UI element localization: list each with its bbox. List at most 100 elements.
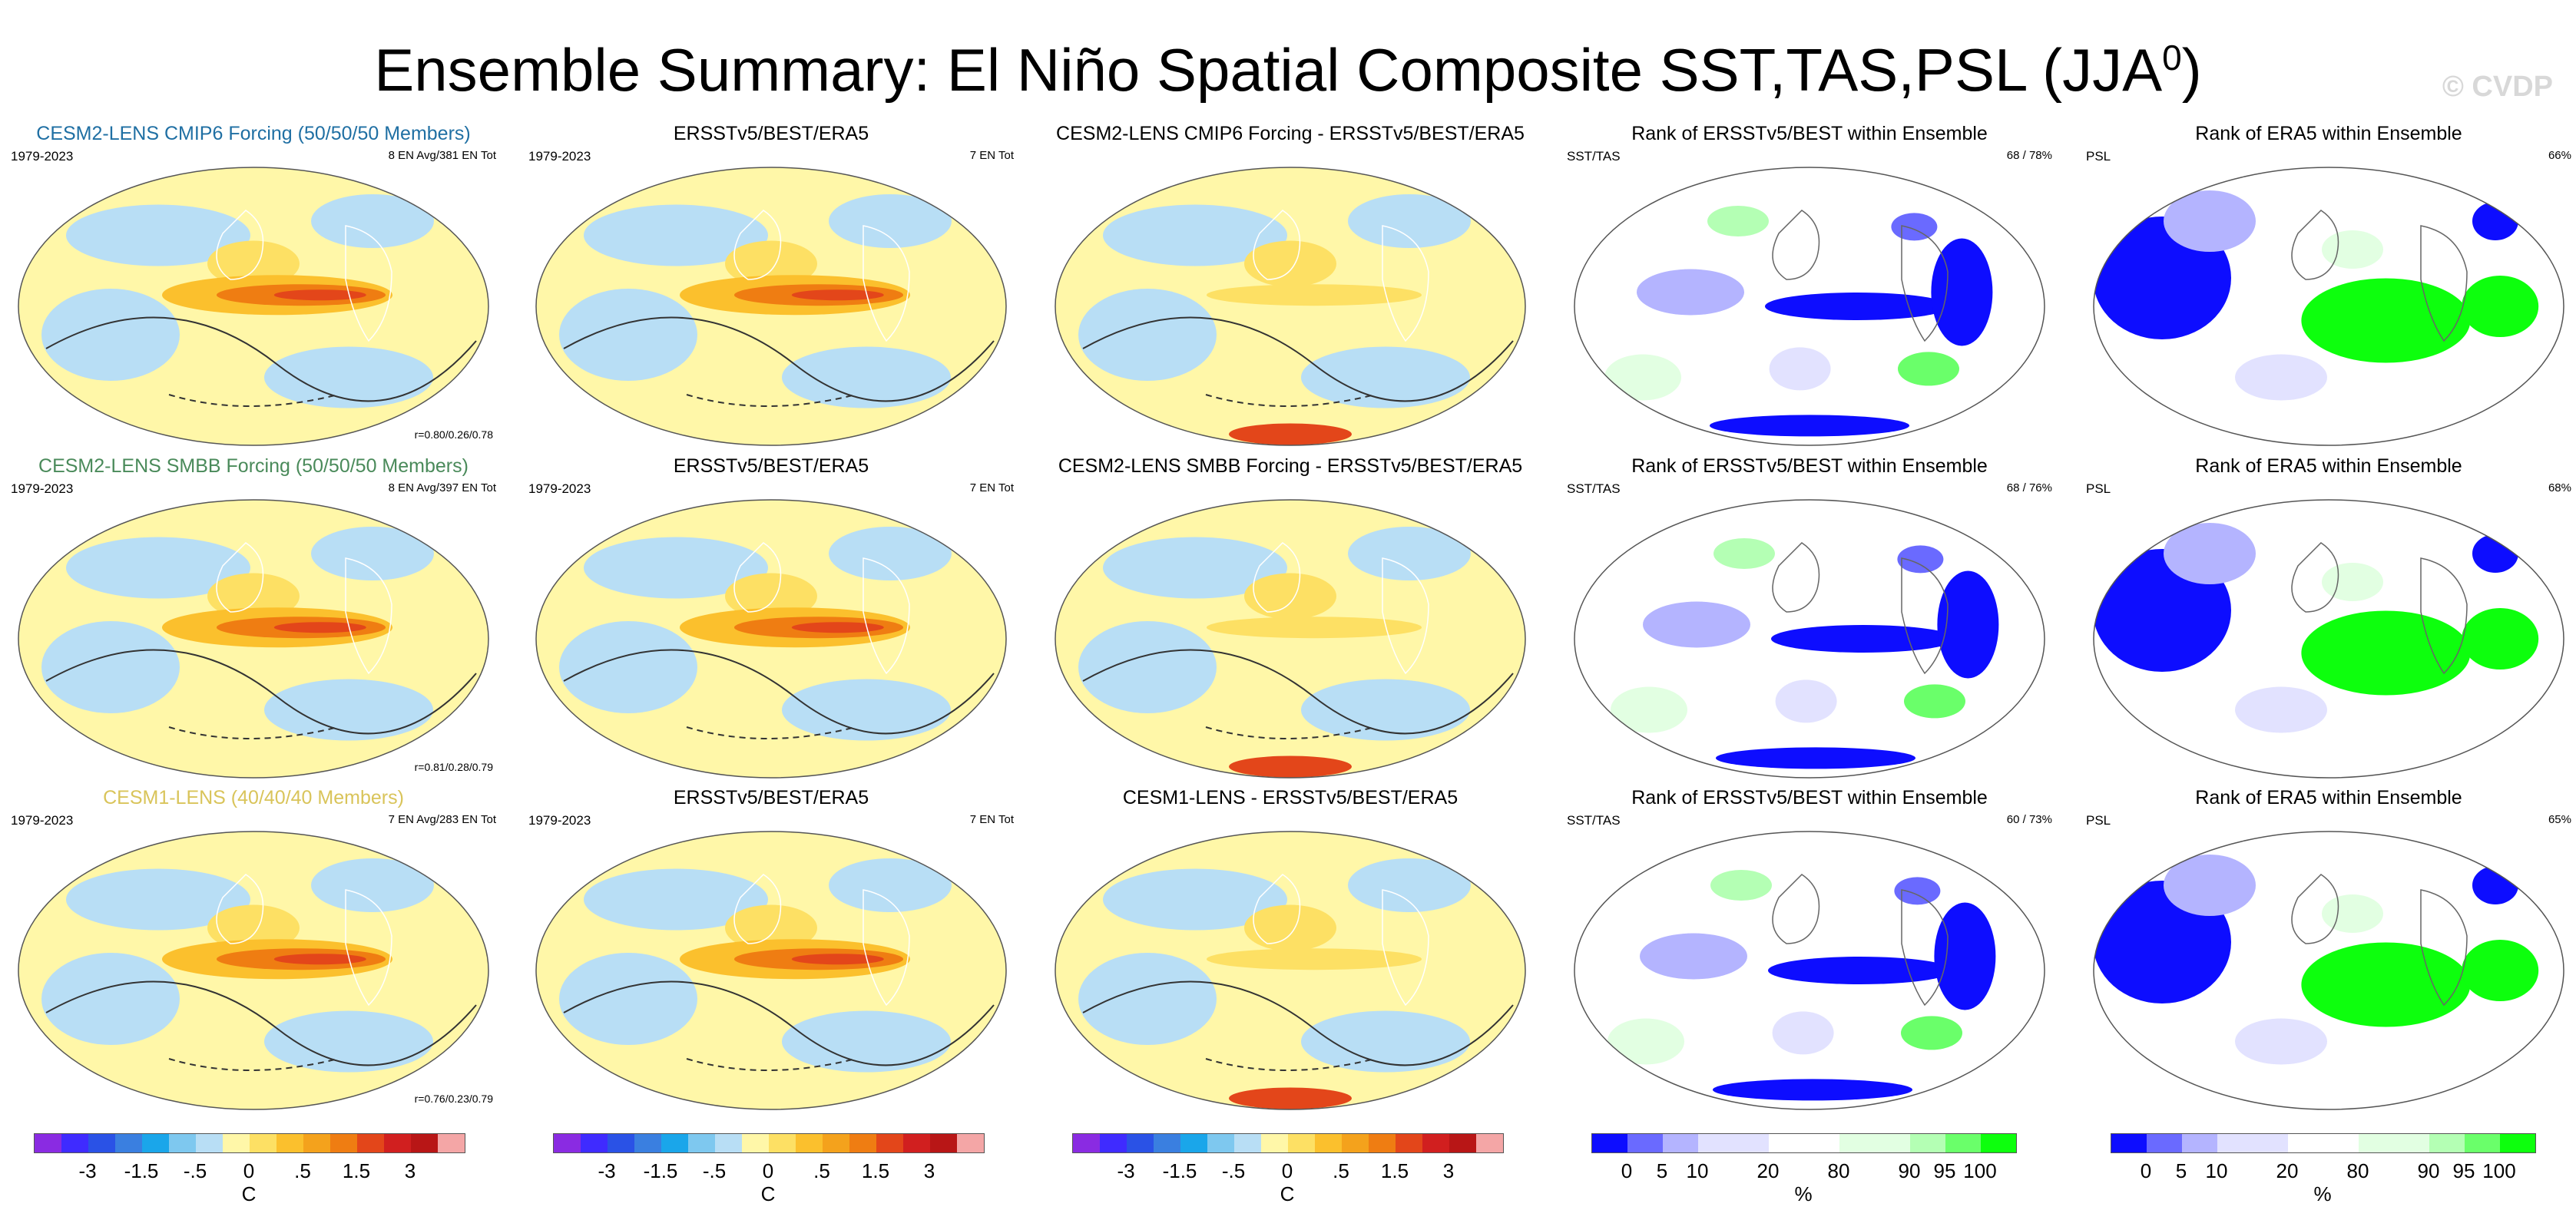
colorbar-tick-label: 10 [1686, 1159, 1709, 1182]
anomaly-region [1301, 679, 1470, 741]
coastline [1772, 874, 1820, 944]
colorbar-swatch [1769, 1134, 1839, 1152]
cvdp-watermark: © CVDP [2442, 71, 2553, 103]
colorbar-swatch [438, 1134, 465, 1152]
rank-region [1769, 347, 1831, 391]
colorbar-swatch [1910, 1134, 1945, 1152]
map-border [1055, 831, 1526, 1110]
enso-tongue-max [273, 289, 366, 301]
map-plot [2093, 499, 2564, 779]
colorbar-tick-label: 5 [2175, 1159, 2187, 1182]
colorbar-swatch [2182, 1134, 2217, 1152]
colorbar-swatch [608, 1134, 634, 1152]
panel-title: CESM2-LENS SMBB Forcing - ERSSTv5/BEST/E… [1058, 455, 1523, 477]
colorbar-swatch [876, 1134, 903, 1152]
colorbar-swatch [554, 1134, 581, 1152]
coastline [2420, 889, 2468, 1007]
rank-region [2322, 230, 2383, 269]
panel-r2-model: CESM2-LENS SMBB Forcing (50/50/50 Member… [8, 455, 499, 787]
map-plot [2093, 831, 2564, 1110]
anomaly-region [559, 621, 697, 713]
anomaly-region [1078, 289, 1217, 381]
coastline [1253, 874, 1301, 944]
rank-percent-label: 66% [2548, 149, 2571, 162]
coastline [863, 889, 910, 1007]
coastline [1901, 225, 1949, 342]
rank-region [2462, 940, 2539, 1001]
colorbar-swatch [2500, 1134, 2535, 1152]
rank-region [1894, 877, 1941, 905]
rank-region [1707, 206, 1769, 236]
coastline [733, 874, 782, 944]
colorbar-swatch [1234, 1134, 1261, 1152]
coastline [1382, 225, 1429, 342]
colorbar-swatch [169, 1134, 196, 1152]
panel-r1-rank1: Rank of ERSSTv5/BEST within Ensemble SST/… [1564, 123, 2055, 455]
rank-region [1934, 902, 1996, 1010]
colorbar-unit: % [1794, 1182, 1813, 1205]
psl-contour [1082, 649, 1514, 735]
diff-band [1207, 948, 1422, 970]
colorbar-tick-label: 1.5 [1380, 1159, 1409, 1182]
colorbar-tick-label: -.5 [183, 1159, 207, 1182]
colorbar-swatch [88, 1134, 115, 1152]
colorbar-unit: % [2313, 1182, 2332, 1205]
colorbar-tick-label: -3 [1117, 1159, 1135, 1182]
anomaly-region [1301, 346, 1470, 408]
colorbar-swatch [715, 1134, 742, 1152]
anomaly-region [782, 346, 951, 408]
rank-region [1611, 686, 1687, 733]
colorbar-tick-label: .5 [813, 1159, 830, 1182]
rank-region [1937, 570, 1999, 679]
rank-percent-label: 68 / 78% [2006, 149, 2052, 162]
map-plot [1055, 831, 1526, 1110]
period-label: 1979-2023 [528, 481, 591, 496]
map-plot [1055, 167, 1526, 446]
map-border [18, 499, 489, 779]
rank-region [2235, 686, 2327, 733]
colorbar: 0 5 10 20 80 90 95 100% [2111, 1133, 2576, 1210]
colorbar-tick-label: 1.5 [342, 1159, 371, 1182]
colorbar-tick-label: 0 [1621, 1159, 1633, 1182]
rank-region [1891, 213, 1938, 241]
anomaly-region [1244, 573, 1336, 620]
colorbar-swatch [115, 1134, 142, 1152]
anomaly-region [311, 194, 434, 248]
colorbar-tick-label: 100 [1963, 1159, 1997, 1182]
coastline [2291, 542, 2339, 613]
panel-title: ERSSTv5/BEST/ERA5 [673, 123, 869, 144]
period-label: 1979-2023 [528, 149, 591, 164]
psl-contour [1082, 316, 1514, 402]
rank-region [2472, 202, 2518, 240]
rank-region [2462, 276, 2539, 337]
panel-r3-rank2: Rank of ERA5 within Ensemble PSL 65% [2083, 787, 2574, 1119]
colorbar-swatch [250, 1134, 276, 1152]
map-plot [535, 167, 1007, 446]
coastline [1253, 542, 1301, 613]
enso-tongue-max [791, 954, 884, 965]
rank-region [2472, 866, 2518, 904]
enso-tongue-max [273, 954, 366, 965]
rank-region [1897, 545, 1944, 574]
colorbar-swatch [142, 1134, 169, 1152]
rank-region [2322, 894, 2383, 933]
map-border [1574, 167, 2045, 446]
colorbar-swatch [2288, 1134, 2359, 1152]
colorbar-swatch [2111, 1134, 2147, 1152]
colorbar-swatch [1396, 1134, 1422, 1152]
event-count-label: 7 EN Avg/283 EN Tot [388, 813, 496, 826]
coastline [733, 210, 782, 280]
colorbar-swatch [1981, 1134, 2016, 1152]
rank-region [2462, 608, 2539, 670]
rank-region [2164, 855, 2256, 916]
rank-region [1608, 1018, 1684, 1065]
anomaly-region [311, 858, 434, 912]
rank-region [2164, 190, 2256, 252]
enso-tongue-max [791, 622, 884, 633]
map-border [18, 831, 489, 1110]
panel-title: Rank of ERSSTv5/BEST within Ensemble [1631, 123, 1988, 144]
colorbar-swatch [2147, 1134, 2182, 1152]
colorbar-swatch [903, 1134, 930, 1152]
map-plot [1574, 499, 2045, 779]
colorbar-swatch [61, 1134, 88, 1152]
